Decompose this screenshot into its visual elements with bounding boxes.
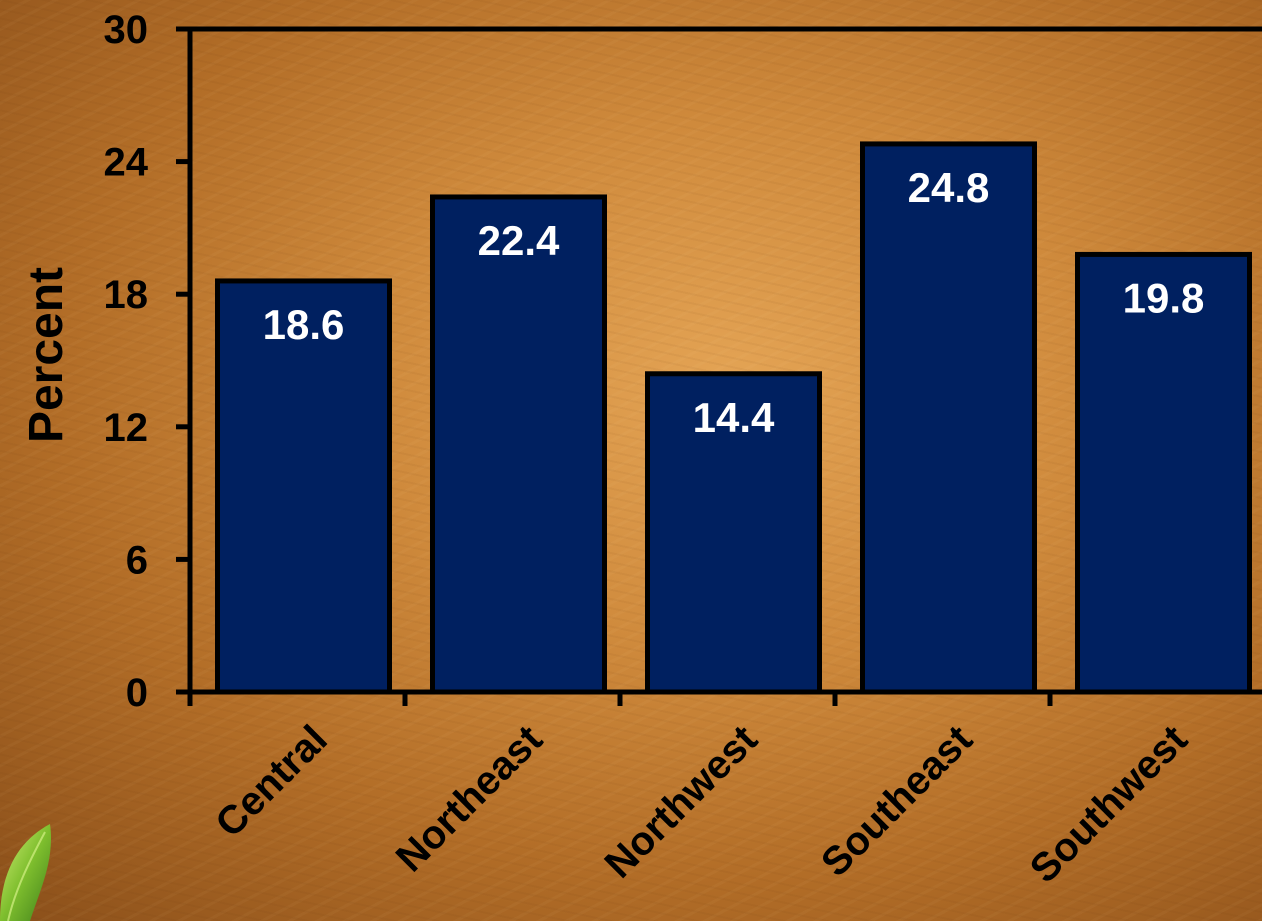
leaf-icon: [0, 824, 51, 921]
data-label: 22.4: [478, 217, 560, 264]
x-tick-label: Southwest: [1022, 717, 1196, 891]
x-tick-label: Central: [207, 717, 336, 846]
bar-southeast: [860, 141, 1037, 695]
data-label: 18.6: [263, 301, 345, 348]
y-tick-label: 18: [104, 273, 149, 317]
x-tick-label: Northwest: [596, 717, 765, 886]
bar-central: [215, 278, 392, 695]
y-tick-label: 30: [104, 8, 149, 52]
bar-northeast: [430, 194, 607, 695]
data-label: 19.8: [1123, 274, 1205, 321]
y-tick-label: 24: [104, 141, 149, 185]
data-label: 14.4: [693, 394, 775, 441]
y-tick-label: 12: [104, 406, 149, 450]
y-tick-label: 0: [126, 671, 148, 715]
y-axis-label: Percent: [20, 267, 73, 443]
bar-southwest: [1075, 251, 1252, 695]
x-tick-label: Northeast: [388, 717, 551, 880]
data-label: 24.8: [908, 164, 990, 211]
bar-northwest: [645, 371, 822, 695]
y-tick-label: 6: [126, 538, 148, 582]
x-tick-label: Southeast: [813, 717, 981, 885]
